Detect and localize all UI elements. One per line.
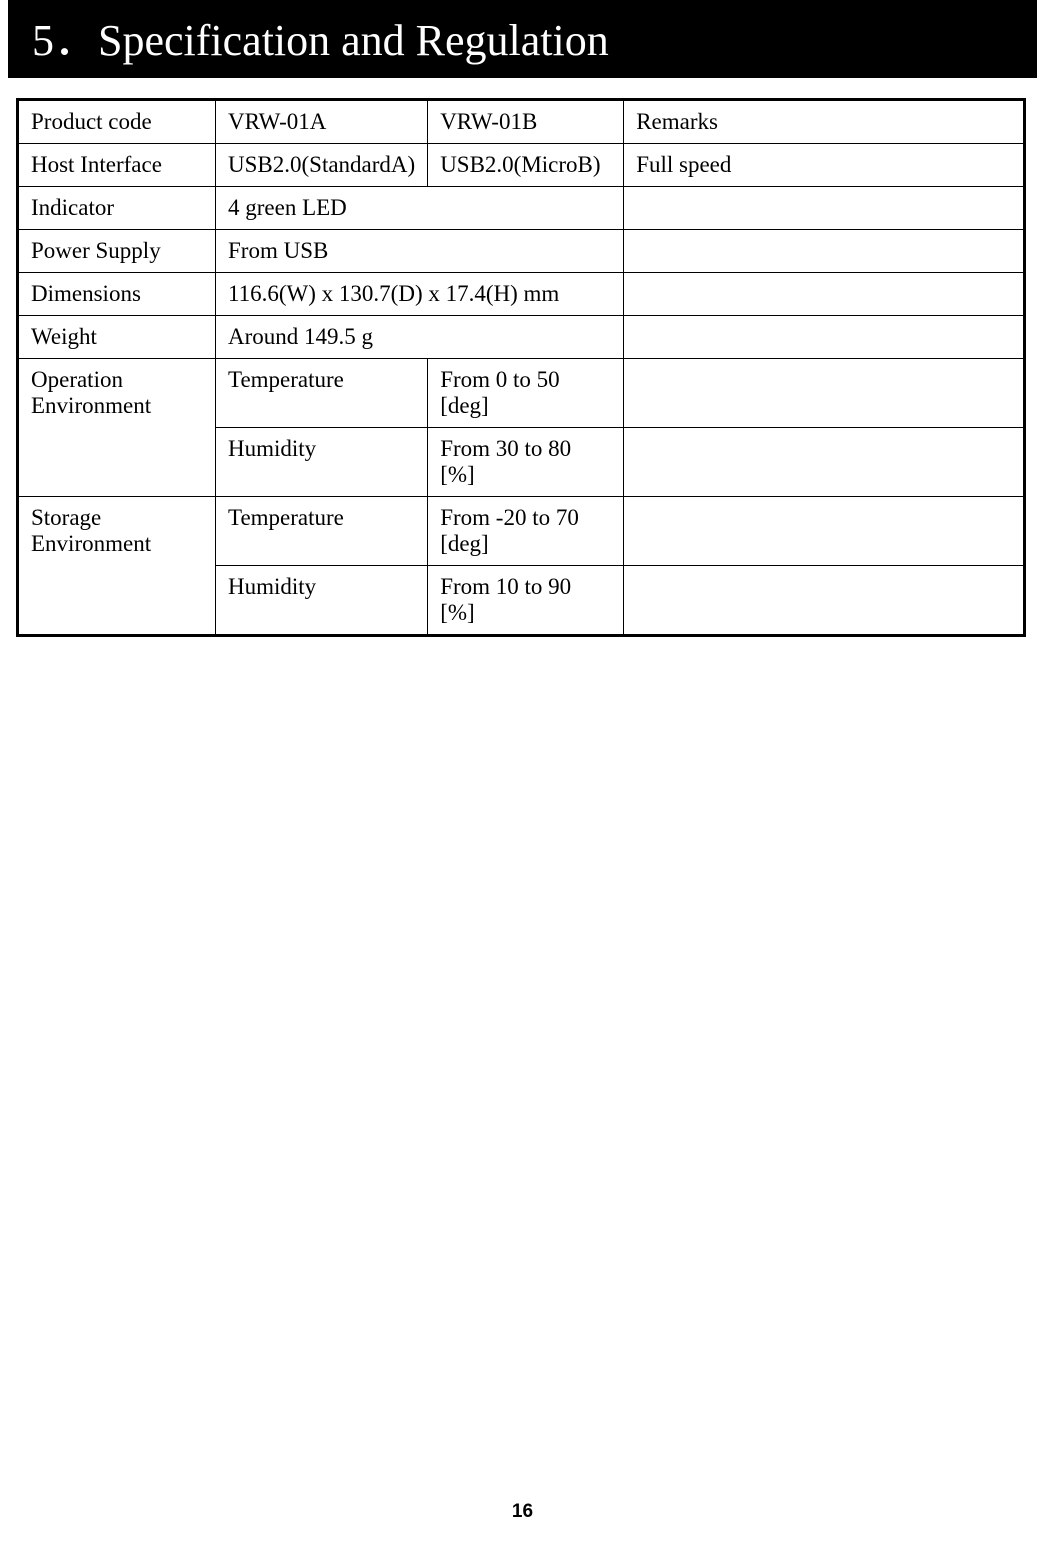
spec-label: Indicator bbox=[18, 187, 216, 230]
env-param: Humidity bbox=[216, 428, 428, 497]
table-row: Storage EnvironmentTemperatureFrom -20 t… bbox=[18, 497, 1025, 566]
env-value: From 0 to 50 [deg] bbox=[428, 359, 624, 428]
spec-label: Weight bbox=[18, 316, 216, 359]
spec-remarks bbox=[624, 428, 1025, 497]
spec-value: From USB bbox=[216, 230, 624, 273]
section-heading: 5．Specification and Regulation bbox=[8, 0, 1037, 78]
table-row: Dimensions116.6(W) x 130.7(D) x 17.4(H) … bbox=[18, 273, 1025, 316]
env-value: From -20 to 70 [deg] bbox=[428, 497, 624, 566]
env-param: Temperature bbox=[216, 497, 428, 566]
env-param: Temperature bbox=[216, 359, 428, 428]
spec-value: 116.6(W) x 130.7(D) x 17.4(H) mm bbox=[216, 273, 624, 316]
table-row: Product codeVRW-01AVRW-01BRemarks bbox=[18, 100, 1025, 144]
env-param: Humidity bbox=[216, 566, 428, 636]
spec-label: Product code bbox=[18, 100, 216, 144]
spec-value-b: VRW-01B bbox=[428, 100, 624, 144]
page-number: 16 bbox=[0, 1501, 1045, 1523]
spec-remarks bbox=[624, 316, 1025, 359]
table-row: Indicator4 green LED bbox=[18, 187, 1025, 230]
specification-table: Product codeVRW-01AVRW-01BRemarksHost In… bbox=[16, 98, 1026, 637]
spec-remarks bbox=[624, 187, 1025, 230]
spec-remarks bbox=[624, 566, 1025, 636]
page: 5．Specification and Regulation Product c… bbox=[0, 0, 1045, 1541]
spec-remarks bbox=[624, 230, 1025, 273]
env-value: From 10 to 90 [%] bbox=[428, 566, 624, 636]
table-row: Host InterfaceUSB2.0(StandardA)USB2.0(Mi… bbox=[18, 144, 1025, 187]
spec-remarks bbox=[624, 359, 1025, 428]
spec-value: 4 green LED bbox=[216, 187, 624, 230]
spec-label: Host Interface bbox=[18, 144, 216, 187]
spec-remarks: Remarks bbox=[624, 100, 1025, 144]
spec-value-a: USB2.0(StandardA) bbox=[216, 144, 428, 187]
spec-value-b: USB2.0(MicroB) bbox=[428, 144, 624, 187]
env-group-label: Operation Environment bbox=[18, 359, 216, 497]
table-row: WeightAround 149.5 g bbox=[18, 316, 1025, 359]
spec-remarks: Full speed bbox=[624, 144, 1025, 187]
env-value: From 30 to 80 [%] bbox=[428, 428, 624, 497]
spec-label: Dimensions bbox=[18, 273, 216, 316]
spec-remarks bbox=[624, 497, 1025, 566]
env-group-label: Storage Environment bbox=[18, 497, 216, 636]
spec-label: Power Supply bbox=[18, 230, 216, 273]
spec-value-a: VRW-01A bbox=[216, 100, 428, 144]
spec-remarks bbox=[624, 273, 1025, 316]
table-row: Operation EnvironmentTemperatureFrom 0 t… bbox=[18, 359, 1025, 428]
table-row: Power SupplyFrom USB bbox=[18, 230, 1025, 273]
spec-value: Around 149.5 g bbox=[216, 316, 624, 359]
